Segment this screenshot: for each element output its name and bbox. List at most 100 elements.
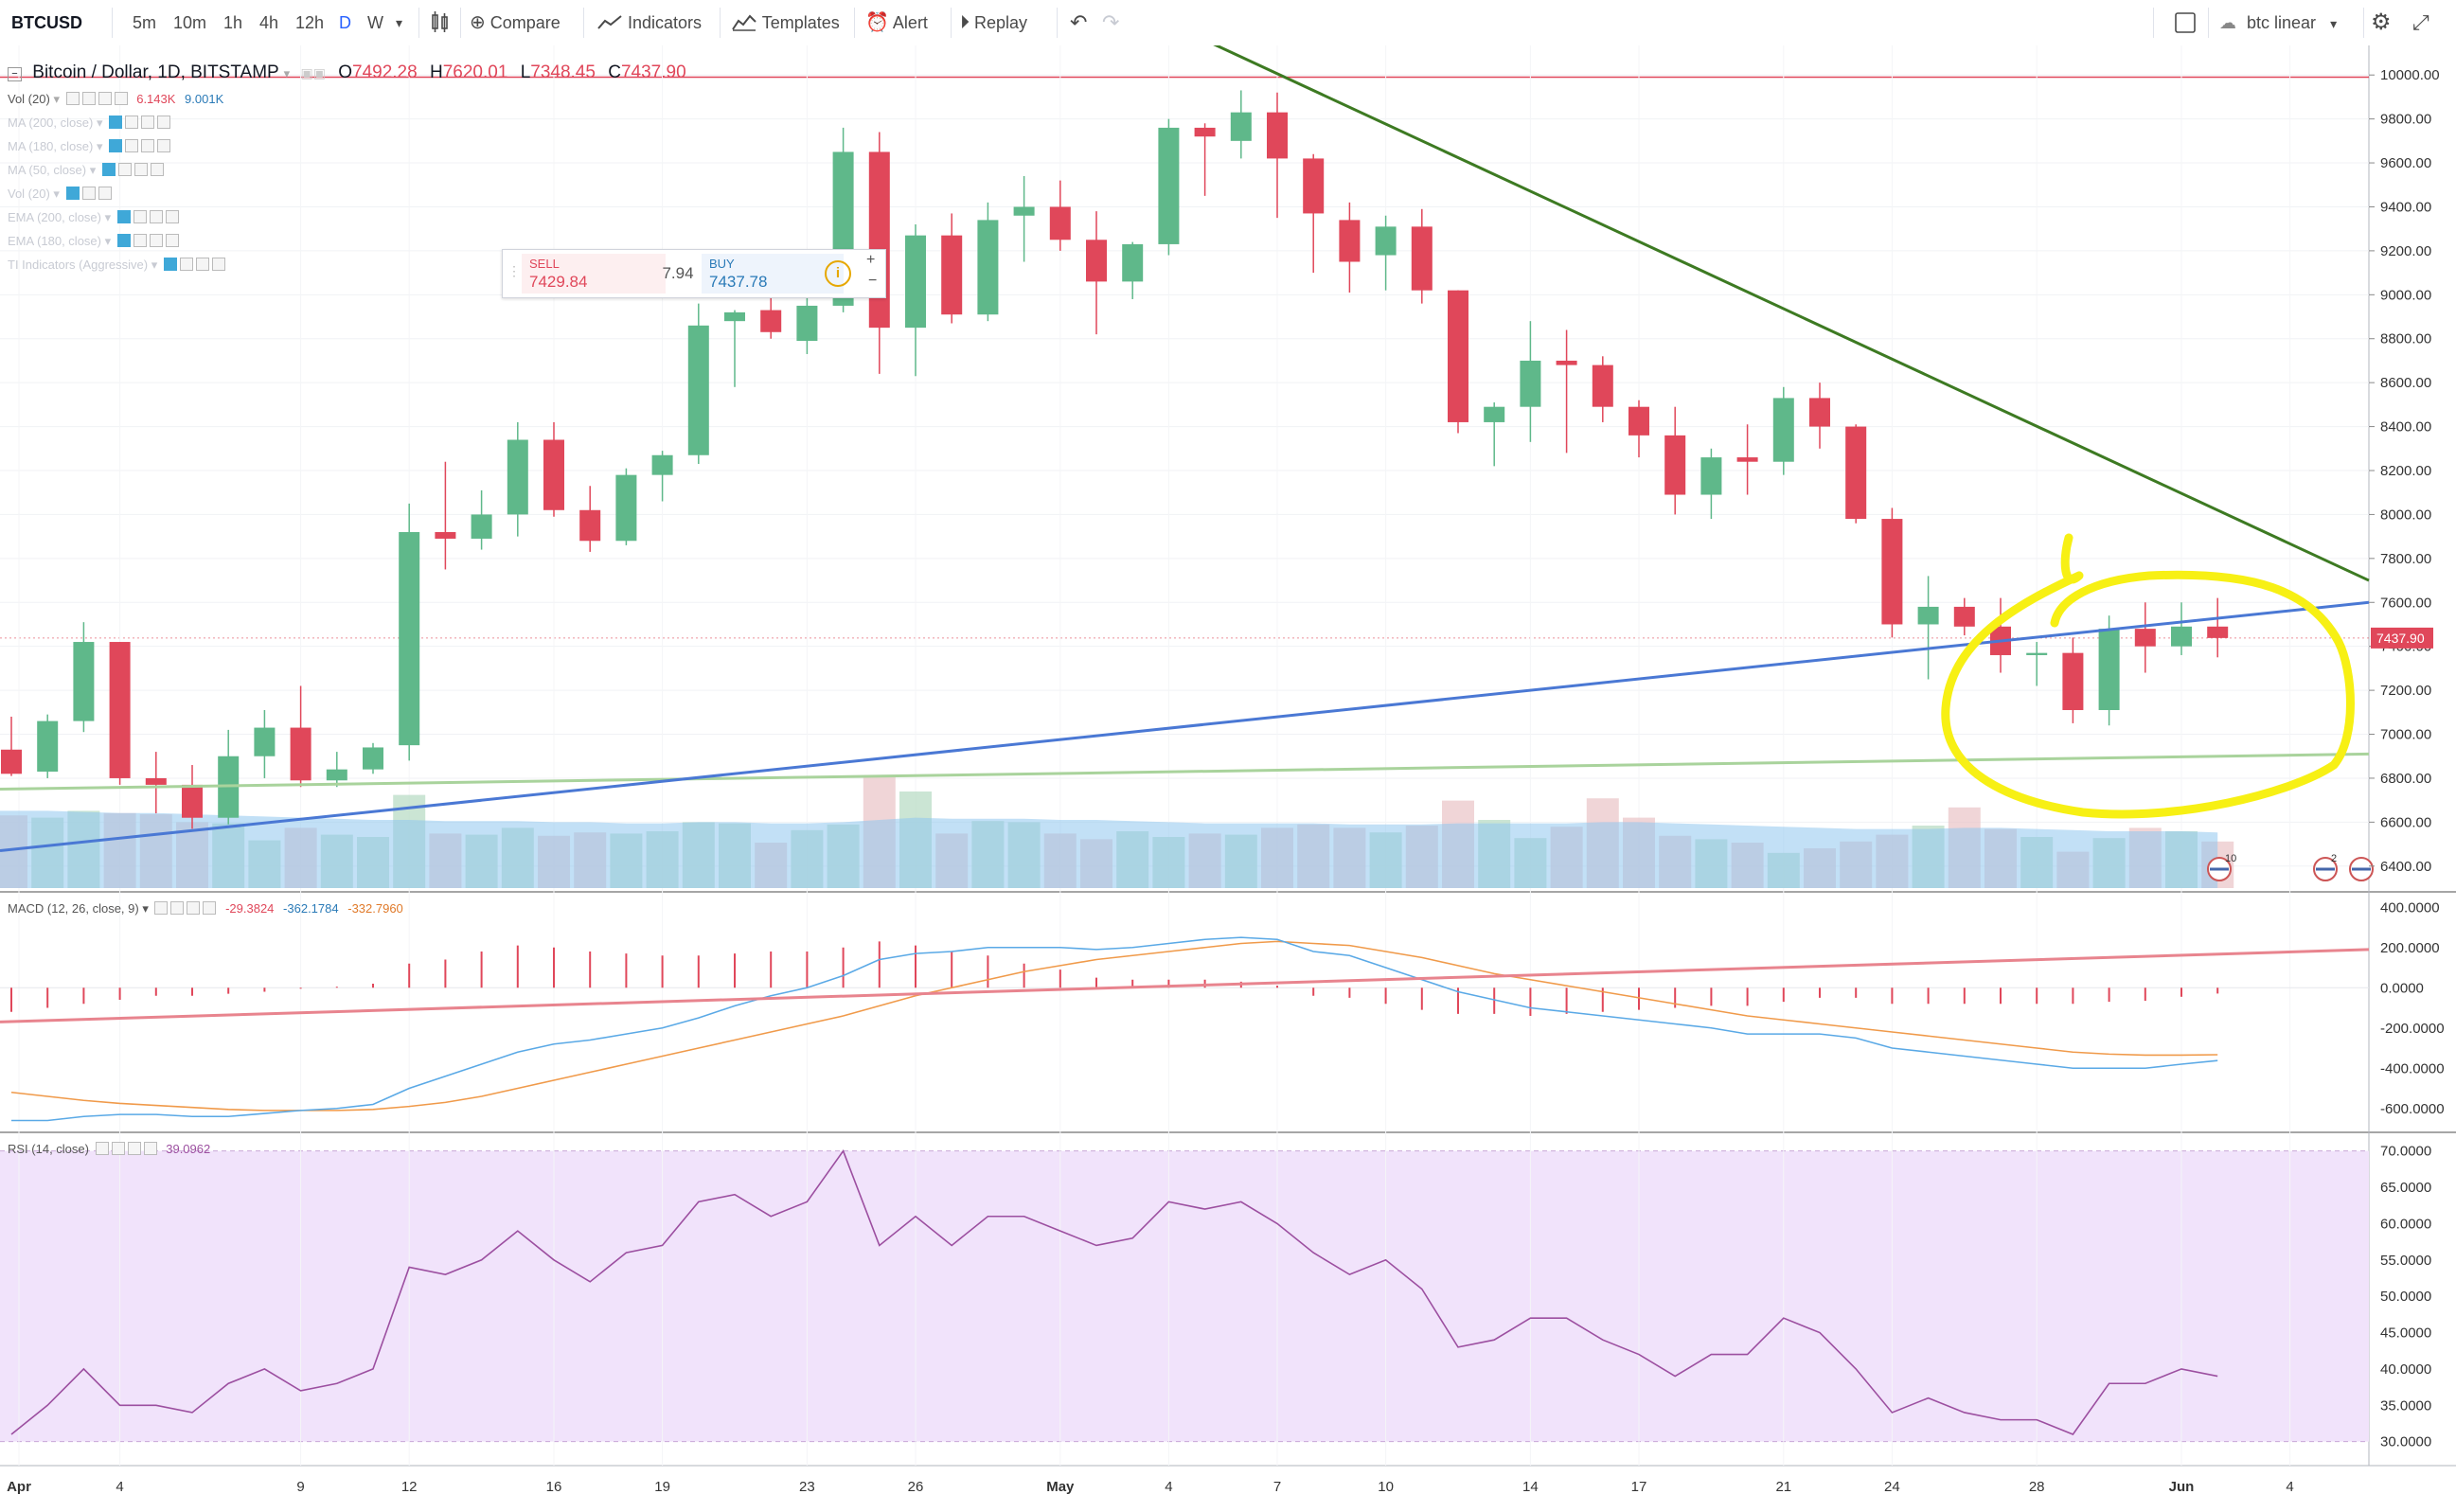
settings-icon[interactable] (125, 139, 139, 152)
close-icon[interactable] (203, 901, 217, 915)
series-settings-icons[interactable]: ▣▣ (300, 65, 326, 80)
chart-canvas[interactable]: 10 2 10000.009800.009600.009400.009200.00… (0, 45, 2456, 1512)
more-icon[interactable] (133, 163, 148, 176)
compare-button[interactable]: ⊕ Compare (470, 0, 561, 45)
rsi-tick-label: 50.0000 (2380, 1289, 2431, 1305)
interval-w[interactable]: W (367, 13, 383, 32)
settings-icon[interactable] (179, 258, 193, 271)
undo-icon[interactable]: ↶ (1070, 10, 1088, 34)
fullscreen-checkbox-icon[interactable] (2174, 0, 2197, 45)
visibility-icon[interactable] (154, 901, 169, 915)
ohlc-low: L7348.45 (520, 62, 596, 82)
close-icon[interactable] (211, 258, 225, 271)
eye-icon[interactable] (109, 139, 123, 152)
redo-icon[interactable]: ↷ (1102, 10, 1120, 34)
interval-5m[interactable]: 5m (133, 13, 157, 32)
close-icon[interactable] (143, 1142, 157, 1155)
rsi-tick-label: 55.0000 (2380, 1253, 2431, 1269)
settings-icon[interactable] (170, 901, 185, 915)
settings-icon[interactable] (117, 163, 132, 176)
visibility-icon[interactable] (95, 1142, 109, 1155)
compare-label: Compare (489, 13, 561, 32)
visibility-icon[interactable] (65, 92, 80, 105)
candle-body (1158, 127, 1180, 244)
symbol-search[interactable]: BTCUSD (11, 13, 82, 32)
time-tick-label: 24 (1884, 1479, 1900, 1495)
candle-body (1736, 457, 1758, 462)
horizontal-support-line (0, 752, 2370, 792)
settings-icon[interactable] (111, 1142, 125, 1155)
eye-icon[interactable] (65, 187, 80, 200)
expand-icon[interactable]: ⤢ (2412, 10, 2429, 34)
candle-body (1520, 360, 1541, 407)
more-icon[interactable] (149, 234, 163, 247)
macd-tick-label: -200.0000 (2380, 1021, 2445, 1037)
buy-button[interactable]: BUY 7437.78 (702, 254, 844, 294)
interval-10m[interactable]: 10m (173, 13, 207, 32)
interval-1h[interactable]: 1h (223, 13, 243, 32)
candles-style-icon[interactable] (428, 0, 453, 45)
close-icon[interactable] (165, 234, 179, 247)
more-icon[interactable] (127, 1142, 141, 1155)
minus-icon[interactable]: − (868, 273, 878, 289)
yellow-highlight-circle (1941, 533, 2355, 819)
more-icon[interactable] (98, 92, 112, 105)
close-icon[interactable] (98, 187, 112, 200)
more-icon[interactable] (141, 116, 155, 129)
legend-ma-50[interactable]: MA (50, close) ▾ (8, 163, 164, 178)
time-tick-label: 19 (654, 1479, 670, 1495)
more-icon[interactable] (149, 210, 163, 223)
close-icon[interactable] (157, 116, 171, 129)
more-icon[interactable] (141, 139, 155, 152)
eye-icon[interactable] (101, 163, 116, 176)
close-icon[interactable] (114, 92, 128, 105)
collapse-icon[interactable]: − (8, 67, 22, 81)
time-tick-label: May (1046, 1479, 1075, 1495)
alert-button[interactable]: ⏰ Alert (865, 0, 928, 45)
last-price-label: 7437.90 (2376, 631, 2425, 646)
trendlines[interactable]: 10 2 (0, 45, 2374, 881)
legend-ma-180[interactable]: MA (180, close) ▾ (8, 139, 171, 154)
info-icon[interactable]: i (825, 260, 851, 287)
interval-dropdown-icon[interactable]: ▾ (396, 15, 403, 30)
interval-d[interactable]: D (339, 13, 351, 32)
close-icon[interactable] (150, 163, 164, 176)
indicators-button[interactable]: Indicators (596, 0, 702, 45)
eye-icon[interactable] (116, 234, 131, 247)
interval-12h[interactable]: 12h (295, 13, 325, 32)
rsi-band (0, 1150, 2369, 1442)
more-icon[interactable] (195, 258, 209, 271)
legend-ti-indicators[interactable]: TI Indicators (Aggressive) ▾ (8, 258, 225, 273)
eye-icon[interactable] (116, 210, 131, 223)
gear-icon[interactable]: ⚙ (2371, 9, 2392, 35)
settings-icon[interactable] (125, 116, 139, 129)
chevron-down-icon[interactable]: ▾ (283, 66, 291, 80)
candle-body (2098, 629, 2120, 710)
layout-menu[interactable]: ☁ btc linear ▾ (2219, 0, 2337, 45)
close-icon[interactable] (157, 139, 171, 152)
close-icon[interactable] (165, 210, 179, 223)
legend-ma-200[interactable]: MA (200, close) ▾ (8, 116, 171, 131)
settings-icon[interactable] (81, 92, 96, 105)
templates-button[interactable]: Templates (731, 0, 840, 45)
eye-icon[interactable] (163, 258, 177, 271)
settings-icon[interactable] (81, 187, 96, 200)
cloud-icon: ☁ (2219, 13, 2236, 32)
legend-ema-200[interactable]: EMA (200, close) ▾ (8, 210, 179, 225)
more-icon[interactable] (187, 901, 201, 915)
rsi-tick-label: 35.0000 (2380, 1397, 2431, 1414)
time-tick-label: 21 (1775, 1479, 1791, 1495)
time-tick-label: 7 (1273, 1479, 1281, 1495)
legend-ema-180[interactable]: EMA (180, close) ▾ (8, 234, 179, 249)
settings-icon[interactable] (133, 210, 147, 223)
legend-vol-20[interactable]: Vol (20) ▾ (8, 187, 112, 202)
drag-handle-icon[interactable]: ⋮ (507, 263, 521, 278)
eye-icon[interactable] (109, 116, 123, 129)
compare-icon: ⊕ (470, 12, 486, 33)
replay-button[interactable]: ⏵ Replay (960, 0, 1027, 45)
settings-icon[interactable] (133, 234, 147, 247)
plus-icon[interactable]: + (866, 252, 876, 268)
interval-4h[interactable]: 4h (259, 13, 279, 32)
rsi-tick-label: 65.0000 (2380, 1180, 2431, 1196)
sell-button[interactable]: SELL 7429.84 (522, 254, 666, 294)
